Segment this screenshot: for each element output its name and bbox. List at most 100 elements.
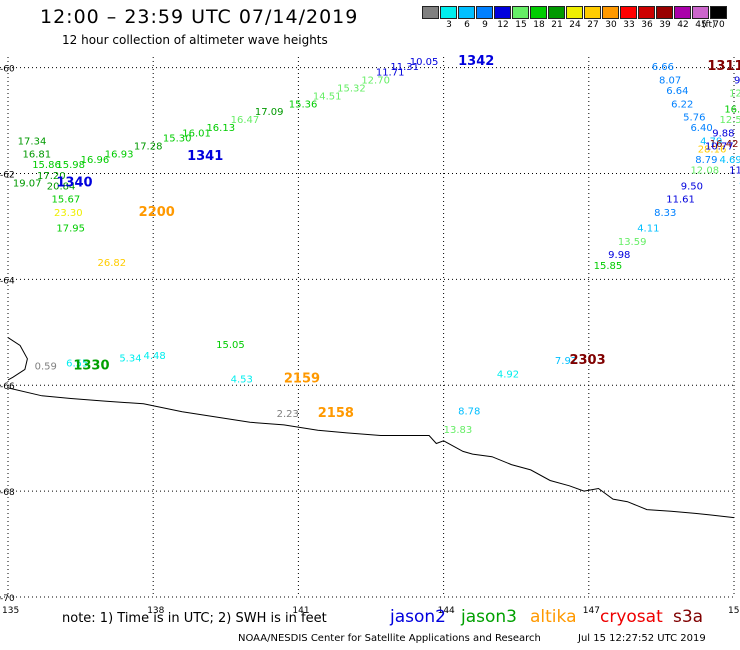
color-scale-unit: (ft) (702, 20, 716, 30)
wave-height-value: 4.48 (144, 351, 166, 362)
wave-height-value: 28.16 (698, 144, 727, 155)
wave-height-value: 4.79 (700, 136, 722, 147)
pass-time-label: 1330 (73, 358, 109, 373)
wave-height-value: 5.34 (119, 353, 141, 364)
color-scale-label: 36 (641, 20, 653, 30)
color-scale-label: 39 (659, 20, 671, 30)
wave-height-value: 12.61 (729, 89, 740, 100)
satellite-legend-jason2: jason2 (390, 607, 446, 627)
wave-height-value: 8.07 (659, 75, 681, 86)
pass-time-label: 2200 (139, 205, 175, 220)
wave-height-value: 16.93 (105, 150, 134, 161)
wave-height-value: 2.23 (277, 409, 299, 420)
pass-time-label: 2158 (318, 406, 354, 421)
wave-height-value: 16.13 (206, 123, 235, 134)
longitude-tick-label: 150 (728, 606, 740, 616)
satellite-legend-cryosat: cryosat (600, 607, 663, 627)
longitude-tick-label: 147 (583, 606, 600, 616)
latitude-tick-label: -60 (0, 65, 15, 75)
color-scale-label: 33 (623, 20, 635, 30)
wave-height-value: 6.55 (66, 359, 88, 370)
pass-time-label: 1340 (56, 176, 92, 191)
wave-height-value: 4.92 (497, 369, 519, 380)
wave-height-value: 13.59 (618, 237, 647, 248)
pass-time-label: 1341 (187, 149, 223, 164)
satellite-legend-altika: altika (530, 607, 577, 627)
color-scale-swatch (458, 6, 475, 19)
wave-height-value: 15.85 (594, 261, 623, 272)
wave-height-value: 4.53 (231, 375, 253, 386)
color-scale-swatch (674, 6, 691, 19)
wave-height-value: 10.77 (705, 142, 734, 153)
coastline (7, 387, 735, 519)
wave-height-value: 8.78 (458, 406, 480, 417)
wave-height-value: 15.05 (216, 340, 245, 351)
color-scale-swatch (638, 6, 655, 19)
wave-height-value: 17.28 (134, 142, 163, 153)
color-scale-swatch (494, 6, 511, 19)
wave-height-value: 11.71 (376, 68, 405, 79)
latitude-tick-label: -70 (0, 594, 15, 604)
wave-height-value: 4.69 (719, 155, 740, 166)
color-scale-label: 6 (464, 20, 470, 30)
longitude-tick-label: 138 (147, 606, 164, 616)
wave-height-value: 16.35 (724, 105, 740, 116)
longitude-tick-label: 135 (2, 606, 19, 616)
wave-height-value: 15.32 (337, 83, 366, 94)
wave-height-value: 17.95 (56, 224, 85, 235)
wave-height-value: 9.44 (734, 75, 740, 86)
satellite-legend-jason3: jason3 (461, 607, 517, 627)
wave-height-value: 5.76 (683, 113, 705, 124)
color-scale-label: 9 (482, 20, 488, 30)
wave-height-value: 16.01 (182, 128, 211, 139)
latitude-tick-label: -64 (0, 276, 15, 286)
wave-height-value: 12.59 (719, 115, 740, 126)
wave-height-value: 17.09 (255, 107, 284, 118)
wave-height-value: 11.03 (729, 165, 740, 176)
latitude-tick-label: -68 (0, 488, 15, 498)
wave-height-value: 8.33 (654, 208, 676, 219)
longitude-tick-label: 141 (292, 606, 309, 616)
latitude-tick-label: -62 (0, 170, 15, 180)
color-scale-label: 24 (569, 20, 581, 30)
wave-height-value: 14.51 (313, 91, 342, 102)
wave-height-value: 15.30 (163, 134, 192, 145)
color-scale-label: 30 (605, 20, 617, 30)
wave-height-value: 13.83 (444, 425, 473, 436)
wave-height-value: 20.84 (47, 181, 76, 192)
coastline (7, 337, 28, 381)
color-scale-swatch (710, 6, 727, 19)
wave-height-value: 19.07 (13, 179, 42, 190)
color-scale-label: 12 (497, 20, 509, 30)
color-scale-label: 70 (713, 20, 725, 30)
color-scale-swatch (512, 6, 529, 19)
color-scale-swatch (584, 6, 601, 19)
wave-height-value: 3.79 (739, 176, 740, 187)
wave-height-value: 15.86 (32, 160, 61, 171)
color-scale-label: 45 (695, 20, 707, 30)
color-scale-swatch (656, 6, 673, 19)
color-scale-label: 21 (551, 20, 563, 30)
wave-height-value: 8.79 (695, 155, 717, 166)
wave-height-value: 16.81 (23, 150, 52, 161)
generation-timestamp: Jul 15 12:27:52 UTC 2019 (578, 633, 706, 644)
color-scale-swatch (422, 6, 439, 19)
wave-height-value: 9.32 (739, 62, 740, 73)
color-scale-label: 15 (515, 20, 527, 30)
pass-time-label: 1342 (458, 54, 494, 69)
wave-height-value: 15.36 (289, 99, 318, 110)
wave-height-value: 17.34 (18, 136, 47, 147)
wave-height-value: 6.66 (652, 62, 674, 73)
wave-height-value: 26.82 (98, 258, 127, 269)
wave-height-value: 15.98 (56, 160, 85, 171)
wave-height-value: 4.11 (637, 224, 659, 235)
longitude-tick-label: 144 (438, 606, 455, 616)
latitude-tick-label: -66 (0, 382, 15, 392)
wave-height-value: 12.08 (690, 165, 719, 176)
wave-height-value: 6.40 (690, 123, 712, 134)
map-subtitle: 12 hour collection of altimeter wave hei… (62, 33, 328, 47)
wave-height-value: 6.64 (666, 86, 688, 97)
color-scale-swatch (566, 6, 583, 19)
wave-height-value: 10.05 (410, 57, 439, 68)
